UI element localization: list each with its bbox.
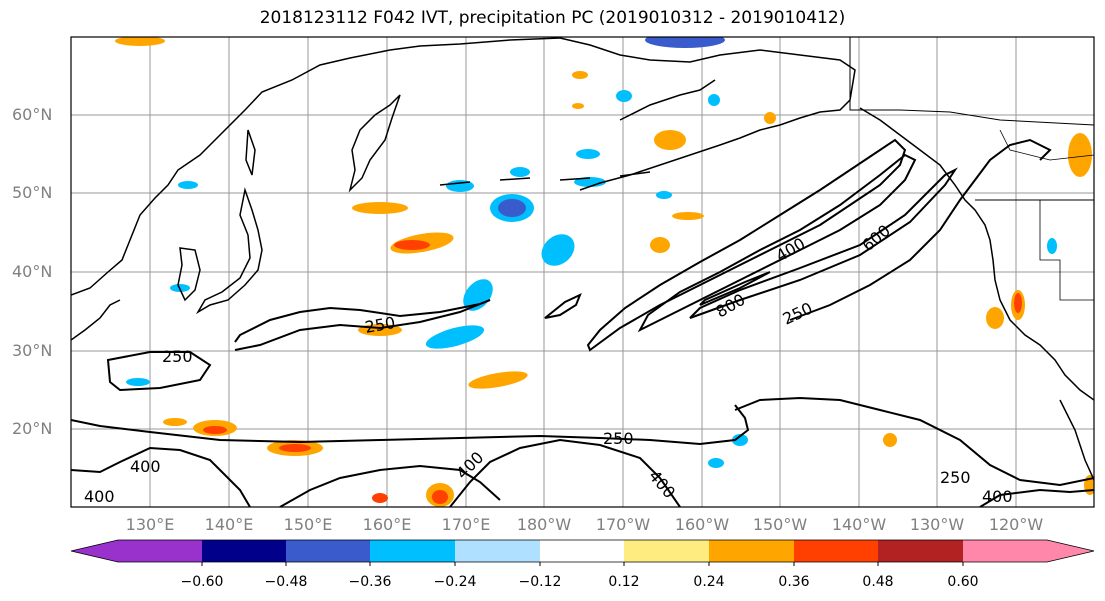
colorbar	[70, 539, 1095, 566]
lon-label: 140°W	[831, 515, 887, 534]
colorbar-outline	[70, 539, 1095, 563]
colorbar-segment	[286, 540, 370, 562]
colorbar-extend-low	[71, 540, 118, 562]
contour-label: 400	[982, 487, 1013, 506]
lat-label: 60°N	[12, 105, 53, 124]
contour-label: 400	[84, 487, 115, 506]
lon-label: 170°E	[441, 515, 491, 534]
lon-label: 140°E	[204, 515, 254, 534]
colorbar-segment	[370, 540, 455, 562]
contour-label: 250	[940, 468, 971, 487]
contour-label: 250	[940, 468, 971, 487]
colorbar-tick-label: −0.12	[518, 574, 562, 590]
contour-250-east	[586, 138, 907, 352]
colorbar-segment	[794, 540, 878, 562]
contour-400-southeast	[979, 488, 1094, 507]
lat-label: 20°N	[12, 419, 53, 438]
lon-label: 150°E	[283, 515, 333, 534]
lon-label: 180°W	[516, 515, 572, 534]
contour-label: 400	[452, 448, 487, 483]
colorbar-segment	[878, 540, 963, 562]
colorbar-tick-label: 0.12	[608, 574, 640, 590]
contour-label: 250	[603, 429, 634, 448]
contour-250-west-upper	[234, 299, 491, 351]
coastlines	[71, 37, 1094, 481]
lon-label: 170°W	[595, 515, 651, 534]
map-frame	[70, 36, 1095, 508]
contour-250-asia	[106, 351, 212, 392]
lat-label: 50°N	[12, 183, 53, 202]
contour-600-east	[689, 167, 958, 319]
lon-label: 150°W	[752, 515, 808, 534]
contour-250-west-lower	[234, 299, 491, 343]
colorbar-extend-high	[1047, 540, 1094, 562]
contour-250-subtropical	[71, 404, 750, 446]
precip-shading	[115, 37, 1094, 507]
lon-label: 130°W	[909, 515, 965, 534]
colorbar-tick-label: 0.60	[947, 574, 979, 590]
colorbar-tick-label: −0.24	[433, 574, 477, 590]
lon-label: 120°W	[988, 515, 1044, 534]
lon-label: 160°W	[674, 515, 730, 534]
colorbar-segment	[202, 540, 286, 562]
colorbar-tick-label: −0.48	[264, 574, 308, 590]
contour-label: 250	[780, 298, 816, 328]
map-area: 250 250 250 250 400 400 400 400 400 600 …	[71, 37, 1094, 507]
ivt-contours	[71, 138, 1094, 507]
lat-label: 40°N	[12, 262, 53, 281]
contour-250-coast	[789, 138, 1052, 321]
colorbar-segment	[963, 540, 1047, 562]
colorbar-tick-label: −0.60	[180, 574, 224, 590]
colorbar-segment	[455, 540, 540, 562]
contour-400-central	[449, 438, 681, 507]
precip-positive-region	[115, 37, 1094, 507]
colorbar-segment	[624, 540, 709, 562]
colorbar-segment	[709, 540, 794, 562]
contour-400-south	[71, 446, 251, 507]
precip-negative-region	[126, 37, 1057, 468]
colorbar-tick-label: 0.36	[778, 574, 810, 590]
colorbar-segment	[118, 540, 202, 562]
colorbar-tick-label: −0.36	[348, 574, 392, 590]
colorbar-tick-label: 0.48	[862, 574, 894, 590]
colorbar-tick-label: 0.24	[693, 574, 725, 590]
contour-400-south2	[279, 464, 501, 507]
contour-250-southeast	[734, 396, 1094, 487]
contour-800-east	[699, 271, 771, 306]
lon-label: 160°E	[362, 515, 412, 534]
contour-label: 400	[130, 457, 161, 476]
lon-label: 130°E	[125, 515, 175, 534]
contour-400-east	[637, 153, 917, 333]
contour-small-loop	[544, 293, 582, 319]
lat-label: 30°N	[12, 341, 53, 360]
chart-title: 2018123112 F042 IVT, precipitation PC (2…	[259, 8, 846, 28]
contour-label: 250	[162, 347, 193, 366]
colorbar-segment	[540, 540, 624, 562]
